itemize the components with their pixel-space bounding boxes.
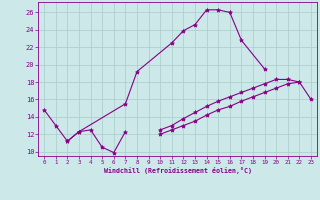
X-axis label: Windchill (Refroidissement éolien,°C): Windchill (Refroidissement éolien,°C) — [104, 167, 252, 174]
